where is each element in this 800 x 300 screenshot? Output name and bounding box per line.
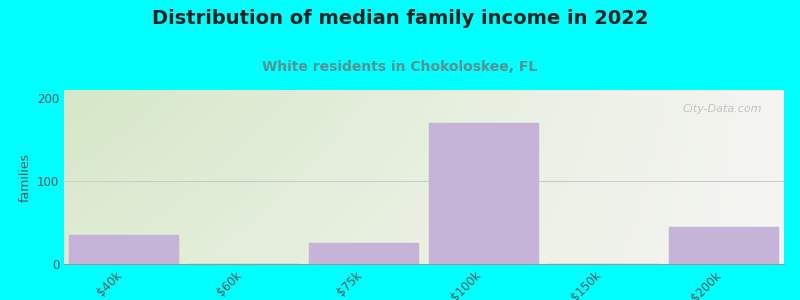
Bar — [429, 123, 539, 264]
Bar — [309, 243, 419, 264]
Text: White residents in Chokoloskee, FL: White residents in Chokoloskee, FL — [262, 60, 538, 74]
Bar — [69, 235, 179, 264]
Text: City-Data.com: City-Data.com — [683, 104, 762, 114]
Y-axis label: families: families — [18, 152, 31, 202]
Text: Distribution of median family income in 2022: Distribution of median family income in … — [152, 9, 648, 28]
Bar — [669, 227, 779, 264]
